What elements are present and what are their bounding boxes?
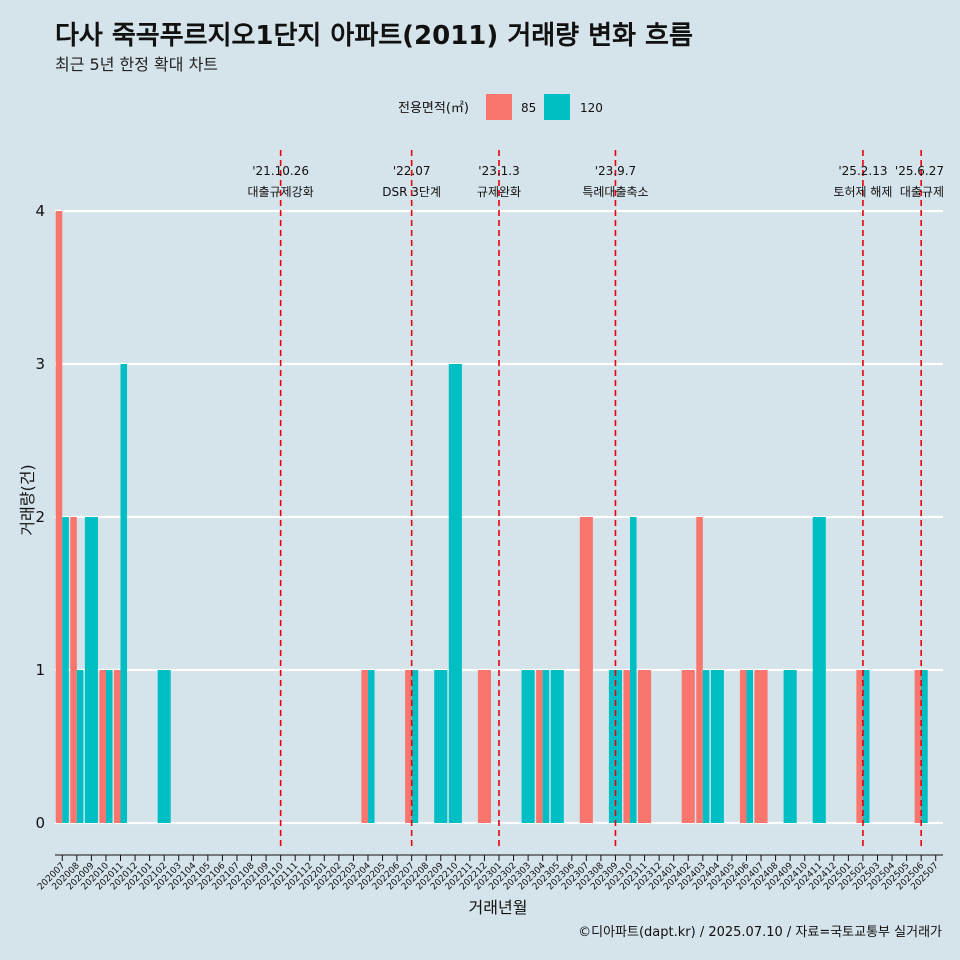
y-tick-label: 4 bbox=[35, 202, 45, 220]
bar-120-202409 bbox=[783, 670, 797, 823]
bar-120-202010 bbox=[105, 670, 113, 823]
y-axis-label: 거래량(건) bbox=[18, 464, 37, 535]
event-date-label: '23.1.3 bbox=[478, 164, 519, 178]
x-axis: 2020072020082020092020102020112020122021… bbox=[36, 854, 943, 892]
bar-85-202406 bbox=[739, 670, 747, 823]
bar-120-202102 bbox=[157, 670, 171, 823]
x-axis-label: 거래년월 bbox=[469, 898, 528, 917]
legend-swatch-120 bbox=[544, 94, 570, 120]
event-date-label: '22.07 bbox=[393, 164, 431, 178]
bar-85-202008 bbox=[70, 517, 77, 823]
bar-120-202209 bbox=[434, 670, 448, 823]
bar-85-202010 bbox=[99, 670, 106, 823]
event-date-label: '25.6.27 bbox=[895, 164, 944, 178]
bar-120-202210 bbox=[448, 364, 462, 823]
bar-120-202404 bbox=[710, 670, 724, 823]
bar-85-202506 bbox=[914, 670, 922, 823]
bar-120-202207 bbox=[411, 670, 419, 823]
bar-85-202304 bbox=[536, 670, 543, 823]
bar-85-202212 bbox=[477, 670, 491, 823]
event-date-label: '25.2.13 bbox=[838, 164, 887, 178]
chart-title: 다사 죽곡푸르지오1단지 아파트(2011) 거래량 변화 흐름 bbox=[55, 21, 693, 51]
bar-120-202309 bbox=[608, 670, 623, 823]
bar-85-202502 bbox=[856, 670, 863, 823]
bar-120-202403 bbox=[702, 670, 710, 823]
bar-120-202008 bbox=[76, 670, 84, 823]
bar-120-202305 bbox=[550, 670, 564, 823]
y-tick-label: 3 bbox=[35, 355, 45, 373]
y-tick-label: 0 bbox=[35, 814, 45, 832]
bar-120-202011 bbox=[120, 364, 128, 823]
bar-85-202204 bbox=[361, 670, 368, 823]
legend-label-120: 120 bbox=[580, 101, 603, 115]
caption: ©디아파트(dapt.kr) / 2025.07.10 / 자료=국토교통부 실… bbox=[578, 925, 942, 940]
event-name-label: 토허제 해제 bbox=[833, 185, 892, 199]
bar-85-202407 bbox=[754, 670, 768, 823]
bar-120-202204 bbox=[367, 670, 375, 823]
event-name-label: 대출규제 bbox=[900, 185, 944, 199]
bar-120-202506 bbox=[921, 670, 928, 823]
bar-120-202406 bbox=[746, 670, 754, 823]
event-date-label: '23.9.7 bbox=[595, 164, 636, 178]
event-date-label: '21.10.26 bbox=[252, 164, 309, 178]
y-tick-label: 1 bbox=[35, 661, 45, 679]
bar-85-202307 bbox=[579, 517, 593, 823]
bar-85-202402 bbox=[681, 670, 695, 823]
bar-85-202310 bbox=[623, 670, 631, 823]
event-name-label: DSR 3단계 bbox=[382, 185, 441, 199]
bar-120-202502 bbox=[862, 670, 870, 823]
bar-120-202009 bbox=[84, 517, 98, 823]
bar-120-202411 bbox=[812, 517, 826, 823]
event-name-label: 대출규제강화 bbox=[248, 185, 314, 199]
legend: 전용면적(㎡) 85 120 bbox=[398, 94, 603, 120]
bar-120-202303 bbox=[521, 670, 535, 823]
chart-subtitle: 최근 5년 한정 확대 차트 bbox=[55, 55, 218, 74]
bar-85-202011 bbox=[113, 670, 121, 823]
bar-120-202304 bbox=[542, 670, 550, 823]
bar-120-202007 bbox=[62, 517, 69, 823]
y-axis-ticks: 0 1 2 3 4 bbox=[35, 202, 45, 832]
bar-85-202207 bbox=[405, 670, 412, 823]
event-markers: '21.10.26 대출규제강화 '22.07 DSR 3단계 '23.1.3 규제완화 '… bbox=[248, 150, 944, 850]
bar-85-202403 bbox=[696, 517, 703, 823]
event-name-label: 규제완화 bbox=[477, 185, 521, 199]
legend-swatch-85 bbox=[486, 94, 512, 120]
bar-85-202007 bbox=[55, 211, 63, 823]
legend-label-85: 85 bbox=[521, 101, 536, 115]
bar-120-202310 bbox=[630, 517, 637, 823]
bars bbox=[55, 211, 928, 823]
event-name-label: 특례대출축소 bbox=[582, 185, 648, 199]
y-tick-label: 2 bbox=[35, 508, 45, 526]
bar-85-202311 bbox=[638, 670, 652, 823]
legend-title: 전용면적(㎡) bbox=[398, 101, 469, 116]
